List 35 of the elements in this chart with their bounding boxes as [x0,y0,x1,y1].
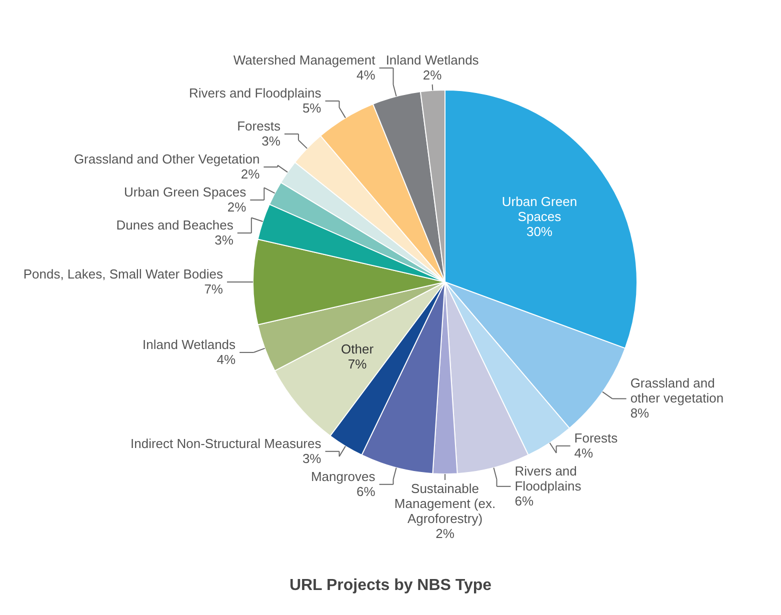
data-label: 2% [227,199,247,214]
data-label: 4% [216,352,236,367]
slice-label: Indirect Non-Structural Measures [130,436,322,451]
slice-label: Forests [237,118,281,134]
slice-label: Mangroves [310,468,376,484]
slice-label: Grassland and other vegetation [630,376,724,406]
data-label: 4% [356,67,376,82]
data-label: 2% [422,67,442,82]
slice-label: Inland Wetlands [142,336,236,352]
slice-label: Ponds, Lakes, Small Water Bodies [23,266,224,282]
slice-label: Grassland and Other Vegetation [74,151,260,166]
data-label: 7% [348,356,368,372]
data-label: 2% [240,166,260,182]
data-label: 3% [214,232,234,248]
slice-label: Dunes and Beaches [116,217,234,232]
data-label: 6% [514,493,534,508]
data-label: 3% [262,133,281,148]
text: URL Projects by NBS Type [289,577,492,594]
data-label: 2% [436,526,455,541]
data-label: 7% [204,282,224,296]
slice-label: Forests [574,430,618,446]
slice-label: Urban Green Spaces [124,184,247,200]
slice-label: Inland Wetlands [386,52,480,68]
slice-label: Sustainable Management (ex. Agroforestry) [394,481,496,526]
slice-label: Rivers and Floodplains [189,85,322,100]
slice-label: Rivers and Floodplains [514,463,582,494]
data-label: 5% [302,100,322,116]
slice-label: Urban Green Spaces [502,194,578,224]
slice-label: Other [341,342,374,357]
data-label: 3% [302,450,322,466]
data-label: 8% [630,406,650,421]
data-label: 30% [526,224,553,240]
data-label: 6% [356,484,376,499]
slice-label: Watershed Management [233,52,376,68]
data-label: 4% [574,445,594,460]
